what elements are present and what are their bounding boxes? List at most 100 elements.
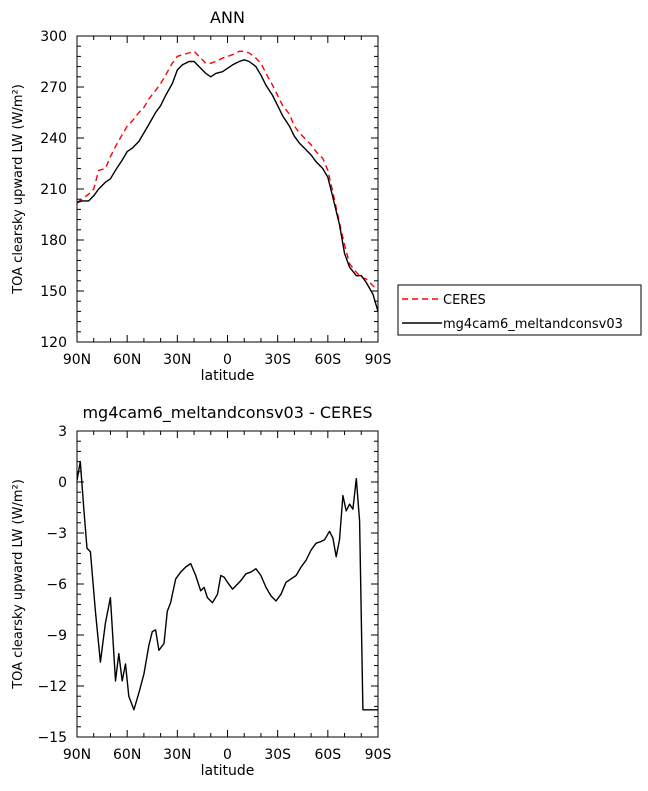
data-point [98, 188, 99, 189]
data-point [155, 112, 156, 113]
y-tick-label: −3 [46, 526, 67, 542]
data-point [344, 253, 345, 254]
data-point [311, 549, 312, 550]
data-point [260, 575, 261, 576]
data-point [158, 650, 159, 651]
y-tick-label: 120 [40, 335, 67, 351]
series-line-mg4cam6-meltandconsv03 [77, 59, 378, 312]
data-point [299, 143, 300, 144]
data-point [361, 275, 362, 276]
y-axis-label: TOA clearsky upward LW (W/m²) [11, 84, 26, 295]
data-point [81, 199, 82, 200]
data-point [138, 692, 139, 693]
data-point [212, 602, 213, 603]
series-group [77, 460, 378, 711]
data-point [110, 156, 111, 157]
data-point [118, 653, 119, 654]
data-point [155, 629, 156, 630]
data-point [372, 285, 373, 286]
data-point [265, 85, 266, 86]
data-point [86, 548, 87, 549]
y-tick-label: 0 [58, 475, 67, 491]
data-point [110, 597, 111, 598]
data-point [188, 61, 189, 62]
data-point [125, 663, 126, 664]
data-point [344, 245, 345, 246]
data-point [227, 582, 228, 583]
data-point [215, 73, 216, 74]
data-point [272, 85, 273, 86]
chart-title: mg4cam6_meltandconsv03 - CERES [82, 403, 372, 423]
data-point [244, 51, 245, 52]
data-point [98, 170, 99, 171]
legend-box [397, 284, 642, 336]
data-point [205, 63, 206, 64]
data-point [160, 83, 161, 84]
data-point [294, 136, 295, 137]
difference-panel: 90N 60N 30N 0 30S 60S 90S −15 −12 −9 −6 −3 0 3 mg4cam6… [11, 403, 391, 779]
data-point [329, 531, 330, 532]
data-point [165, 95, 166, 96]
data-point [115, 680, 116, 681]
data-point [105, 623, 106, 624]
data-point [290, 578, 291, 579]
data-point [277, 95, 278, 96]
data-point [250, 572, 251, 573]
data-point [244, 59, 245, 60]
data-point [172, 83, 173, 84]
data-point [210, 63, 211, 64]
data-point [128, 696, 129, 697]
data-point [372, 294, 373, 295]
data-point [366, 709, 367, 710]
data-point [217, 594, 218, 595]
data-point [332, 538, 333, 539]
data-point [185, 566, 186, 567]
data-point [255, 66, 256, 67]
data-point [356, 478, 357, 479]
data-point [327, 177, 328, 178]
data-point [160, 105, 161, 106]
data-point [163, 643, 164, 644]
x-tick-label: 0 [223, 352, 232, 368]
data-point [339, 539, 340, 540]
data-point [95, 611, 96, 612]
legend-label: CERES [443, 293, 486, 308]
x-tick-label: 90S [365, 352, 392, 368]
data-point [199, 56, 200, 57]
data-point [235, 585, 236, 586]
data-point [342, 495, 343, 496]
data-point [366, 279, 367, 280]
x-tick-label: 60N [113, 747, 141, 763]
y-tick-label: 300 [40, 29, 67, 45]
data-point [127, 126, 128, 127]
data-point [105, 182, 106, 183]
x-tick-label: 30S [264, 747, 291, 763]
data-point [316, 543, 317, 544]
data-point [339, 224, 340, 225]
data-point [260, 63, 261, 64]
data-point [289, 114, 290, 115]
data-point [122, 160, 123, 161]
data-point [311, 144, 312, 145]
data-point [148, 645, 149, 646]
data-point [356, 272, 357, 273]
x-tick-label: 30N [163, 352, 191, 368]
data-point [122, 134, 123, 135]
x-tick-label: 90N [63, 747, 91, 763]
data-point [240, 580, 241, 581]
data-point [245, 573, 246, 574]
data-point [88, 194, 89, 195]
data-point [90, 551, 91, 552]
data-point [182, 54, 183, 55]
y-tick-label: 180 [40, 233, 67, 249]
x-axis-label: latitude [201, 368, 255, 384]
chart-title: ANN [210, 8, 245, 27]
data-point [260, 75, 261, 76]
data-point [170, 602, 171, 603]
legend: CERES mg4cam6_meltandconsv03 [397, 284, 642, 336]
x-tick-label: 30N [163, 747, 191, 763]
data-point [175, 578, 176, 579]
y-axis-label: TOA clearsky upward LW (W/m²) [11, 479, 26, 690]
data-point [349, 267, 350, 268]
data-point [222, 71, 223, 72]
